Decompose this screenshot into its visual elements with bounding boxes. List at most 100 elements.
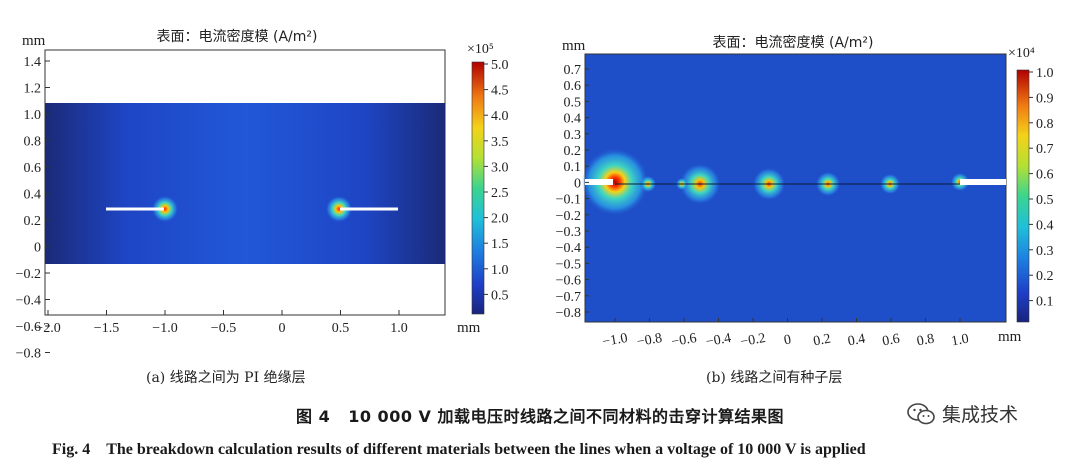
panel-a-x-ticks: −2.0 −1.5 −1.0 −0.5 0 0.5 1.0 — [35, 310, 408, 336]
panel-b-y-tick-label: 0.3 — [564, 128, 582, 143]
panel-b-y-tick-label: 0 — [574, 176, 581, 191]
panel-a-colorbar-tick-label: 1.5 — [491, 237, 509, 252]
panel-a-y-tick-label: −0.2 — [16, 267, 41, 282]
panel-a-x-tick-label: −0.5 — [211, 321, 236, 336]
figure-caption-zh-label: 图 4 — [296, 407, 331, 426]
panel-b-colorbar-tick-label: 1.0 — [1036, 66, 1054, 81]
panel-a-y-tick-label: 0.8 — [24, 135, 42, 150]
panel-a-x-tick-label: 0 — [279, 321, 286, 336]
watermark-text: 集成技术 — [942, 404, 1019, 426]
panel-a-x-unit: mm — [457, 320, 481, 336]
panel-a-y-tick-label: 0.4 — [24, 188, 42, 203]
panel-b-x-tick-label: −0.4 — [705, 331, 733, 350]
panel-b-y-tick-label: −0.3 — [556, 225, 581, 240]
panel-a-y-tick-label: 0.2 — [24, 214, 42, 229]
panel-b-colorbar-tick-label: 0.7 — [1036, 142, 1054, 157]
panel-b-wire-right — [960, 179, 1006, 185]
panel-b-y-tick-label: 0.4 — [564, 112, 582, 127]
figure-caption-zh-text: 10 000 V 加载电压时线路之间不同材料的击穿计算结果图 — [348, 407, 784, 426]
panel-a-y-tick-label: −0.6 — [16, 320, 41, 335]
panel-a-y-tick-label: −0.8 — [16, 347, 41, 361]
panel-b-x-tick-label: 0.6 — [881, 332, 901, 350]
panel-b-y-tick-label: −0.7 — [556, 290, 581, 305]
panel-a-colorbar-tick-label: 3.0 — [491, 160, 509, 175]
panel-b-x-unit: mm — [998, 329, 1022, 345]
panel-b-colorbar-tick-label: 0.8 — [1036, 117, 1054, 132]
panel-b-colorbar-tick-label: 0.6 — [1036, 168, 1054, 183]
panel-a-y-tick-label: 1.2 — [24, 82, 42, 97]
panel-b-colorbar-tick-label: 0.3 — [1036, 244, 1054, 259]
panel-a-y-unit: mm — [22, 33, 46, 49]
figure-caption-zh: 图 4 10 000 V 加载电压时线路之间不同材料的击穿计算结果图 — [0, 403, 1080, 427]
panel-b-colorbar-ticks: 1.0 0.9 0.8 0.7 0.6 0.5 0.4 0.3 0.2 0.1 — [1029, 66, 1054, 310]
panel-b-x-tick-label: −0.6 — [670, 331, 698, 350]
watermark: 集成技术 — [906, 400, 1018, 427]
panel-b-x-tick-label: −0.2 — [739, 331, 767, 350]
panel-a-x-tick-label: −2.0 — [35, 321, 60, 336]
panel-b-field — [584, 53, 1007, 323]
panel-b-y-tick-label: 0.7 — [564, 63, 582, 78]
panel-b-y-tick-label: 0.2 — [564, 144, 582, 159]
panel-b-y-tick-label: 0.6 — [564, 79, 582, 94]
panel-b-y-tick-label: −0.4 — [556, 241, 581, 256]
wechat-icon — [907, 402, 935, 424]
panel-b-y-tick-label: 0.1 — [564, 160, 582, 175]
panel-a-y-tick-label: 0 — [34, 241, 41, 256]
panel-a-x-tick-label: 0.5 — [332, 321, 350, 336]
panel-a-x-tick-label: −1.0 — [152, 321, 177, 336]
panel-a-colorbar-tick-label: 2.5 — [491, 186, 509, 201]
panel-a-y-ticks: 1.4 1.2 1.0 0.8 0.6 0.4 0.2 0 −0.2 −0.4 −0.6 −0.8 — [16, 55, 50, 360]
panel-b-colorbar-tick-label: 0.1 — [1036, 295, 1054, 310]
panel-b-y-tick-label: −0.2 — [556, 209, 581, 224]
panel-b-x-ticks: −1.0 −0.8 −0.6 −0.4 −0.2 0 0.2 0.4 0.6 0.8 1.0 — [601, 318, 970, 350]
panel-b-colorbar-tick-label: 0.5 — [1036, 193, 1054, 208]
panel-b-title: 表面：电流密度模 (A/m²) — [713, 34, 874, 51]
figure-caption-en-label: Fig. 4 — [52, 441, 91, 458]
panel-b-x-tick-label: −0.8 — [636, 331, 664, 350]
panel-b-colorbar — [1016, 69, 1030, 323]
panel-b: 表面：电流密度模 (A/m²) mm 0.70.60.50.40.30.20.1… — [556, 34, 1054, 350]
panel-a-colorbar-tick-label: 0.5 — [491, 288, 509, 303]
panel-a-colorbar-exponent: ×10⁵ — [467, 42, 494, 57]
figure-caption-en: Fig. 4 The breakdown calculation results … — [52, 441, 866, 459]
panel-a-colorbar-ticks: 5.0 4.5 4.0 3.5 3.0 2.5 2.0 1.5 1.0 0.5 — [484, 58, 509, 303]
panel-b-x-tick-label: 1.0 — [950, 332, 970, 350]
panel-a-y-tick-label: 1.4 — [24, 55, 42, 70]
figure-caption-en-text: The breakdown calculation results of dif… — [106, 441, 866, 458]
panel-a-colorbar-tick-label: 4.0 — [491, 109, 509, 124]
panel-a-y-tick-label: 1.0 — [24, 108, 42, 123]
panel-a-colorbar-tick-label: 4.5 — [491, 84, 509, 99]
panel-b-y-tick-label: 0.5 — [564, 95, 582, 110]
panel-b-wire-left — [585, 179, 613, 185]
panel-a-y-tick-label: −0.4 — [16, 294, 41, 309]
panel-a-title: 表面：电流密度模 (A/m²) — [157, 28, 318, 45]
panel-a-x-tick-label: −1.5 — [94, 321, 119, 336]
panel-b-colorbar-tick-label: 0.4 — [1036, 218, 1054, 233]
panel-a-hotspot-left — [152, 196, 178, 222]
subcaption-a: (a) 线路之间为 PI 绝缘层 — [146, 370, 306, 386]
panel-b-colorbar-tick-label: 0.2 — [1036, 269, 1054, 284]
panel-a-colorbar-tick-label: 3.5 — [491, 135, 509, 150]
panel-b-x-tick-label: 0 — [783, 332, 792, 348]
panel-b-colorbar-tick-label: 0.9 — [1036, 91, 1054, 106]
panel-a-colorbar-tick-label: 2.0 — [491, 212, 509, 227]
panel-b-x-tick-label: 0.4 — [847, 332, 867, 350]
panel-b-y-tick-label: −0.5 — [556, 257, 581, 272]
panel-b-x-tick-label: −1.0 — [601, 331, 629, 350]
panel-a-hotspot-right — [326, 196, 352, 222]
panel-a-colorbar — [471, 61, 485, 315]
panel-b-y-unit: mm — [562, 38, 586, 54]
panel-a: 表面：电流密度模 (A/m²) mm 1.4 1.2 1.0 0.8 0.6 0.4 0.2… — [16, 28, 509, 360]
panel-a-colorbar-tick-label: 1.0 — [491, 263, 509, 278]
panel-b-y-tick-label: −0.1 — [556, 193, 581, 208]
panel-a-x-tick-label: 1.0 — [390, 321, 408, 336]
panel-b-y-ticks: 0.70.60.50.40.30.20.10−0.1−0.2−0.3−0.4−0… — [556, 63, 589, 321]
panel-b-y-tick-label: −0.6 — [556, 274, 581, 289]
panel-b-y-tick-label: −0.8 — [556, 306, 581, 321]
panel-a-y-tick-label: 0.6 — [24, 161, 42, 176]
panel-b-hotspot-0 — [582, 149, 648, 215]
panel-b-x-tick-label: 0.8 — [916, 332, 936, 350]
panel-a-field — [45, 103, 445, 264]
panel-b-colorbar-exponent: ×10⁴ — [1008, 46, 1035, 61]
subcaption-b: (b) 线路之间有种子层 — [706, 370, 843, 386]
